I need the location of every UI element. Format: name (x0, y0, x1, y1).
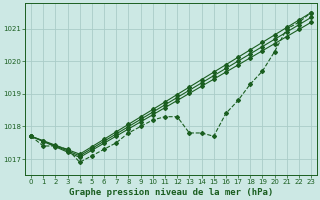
X-axis label: Graphe pression niveau de la mer (hPa): Graphe pression niveau de la mer (hPa) (69, 188, 273, 197)
